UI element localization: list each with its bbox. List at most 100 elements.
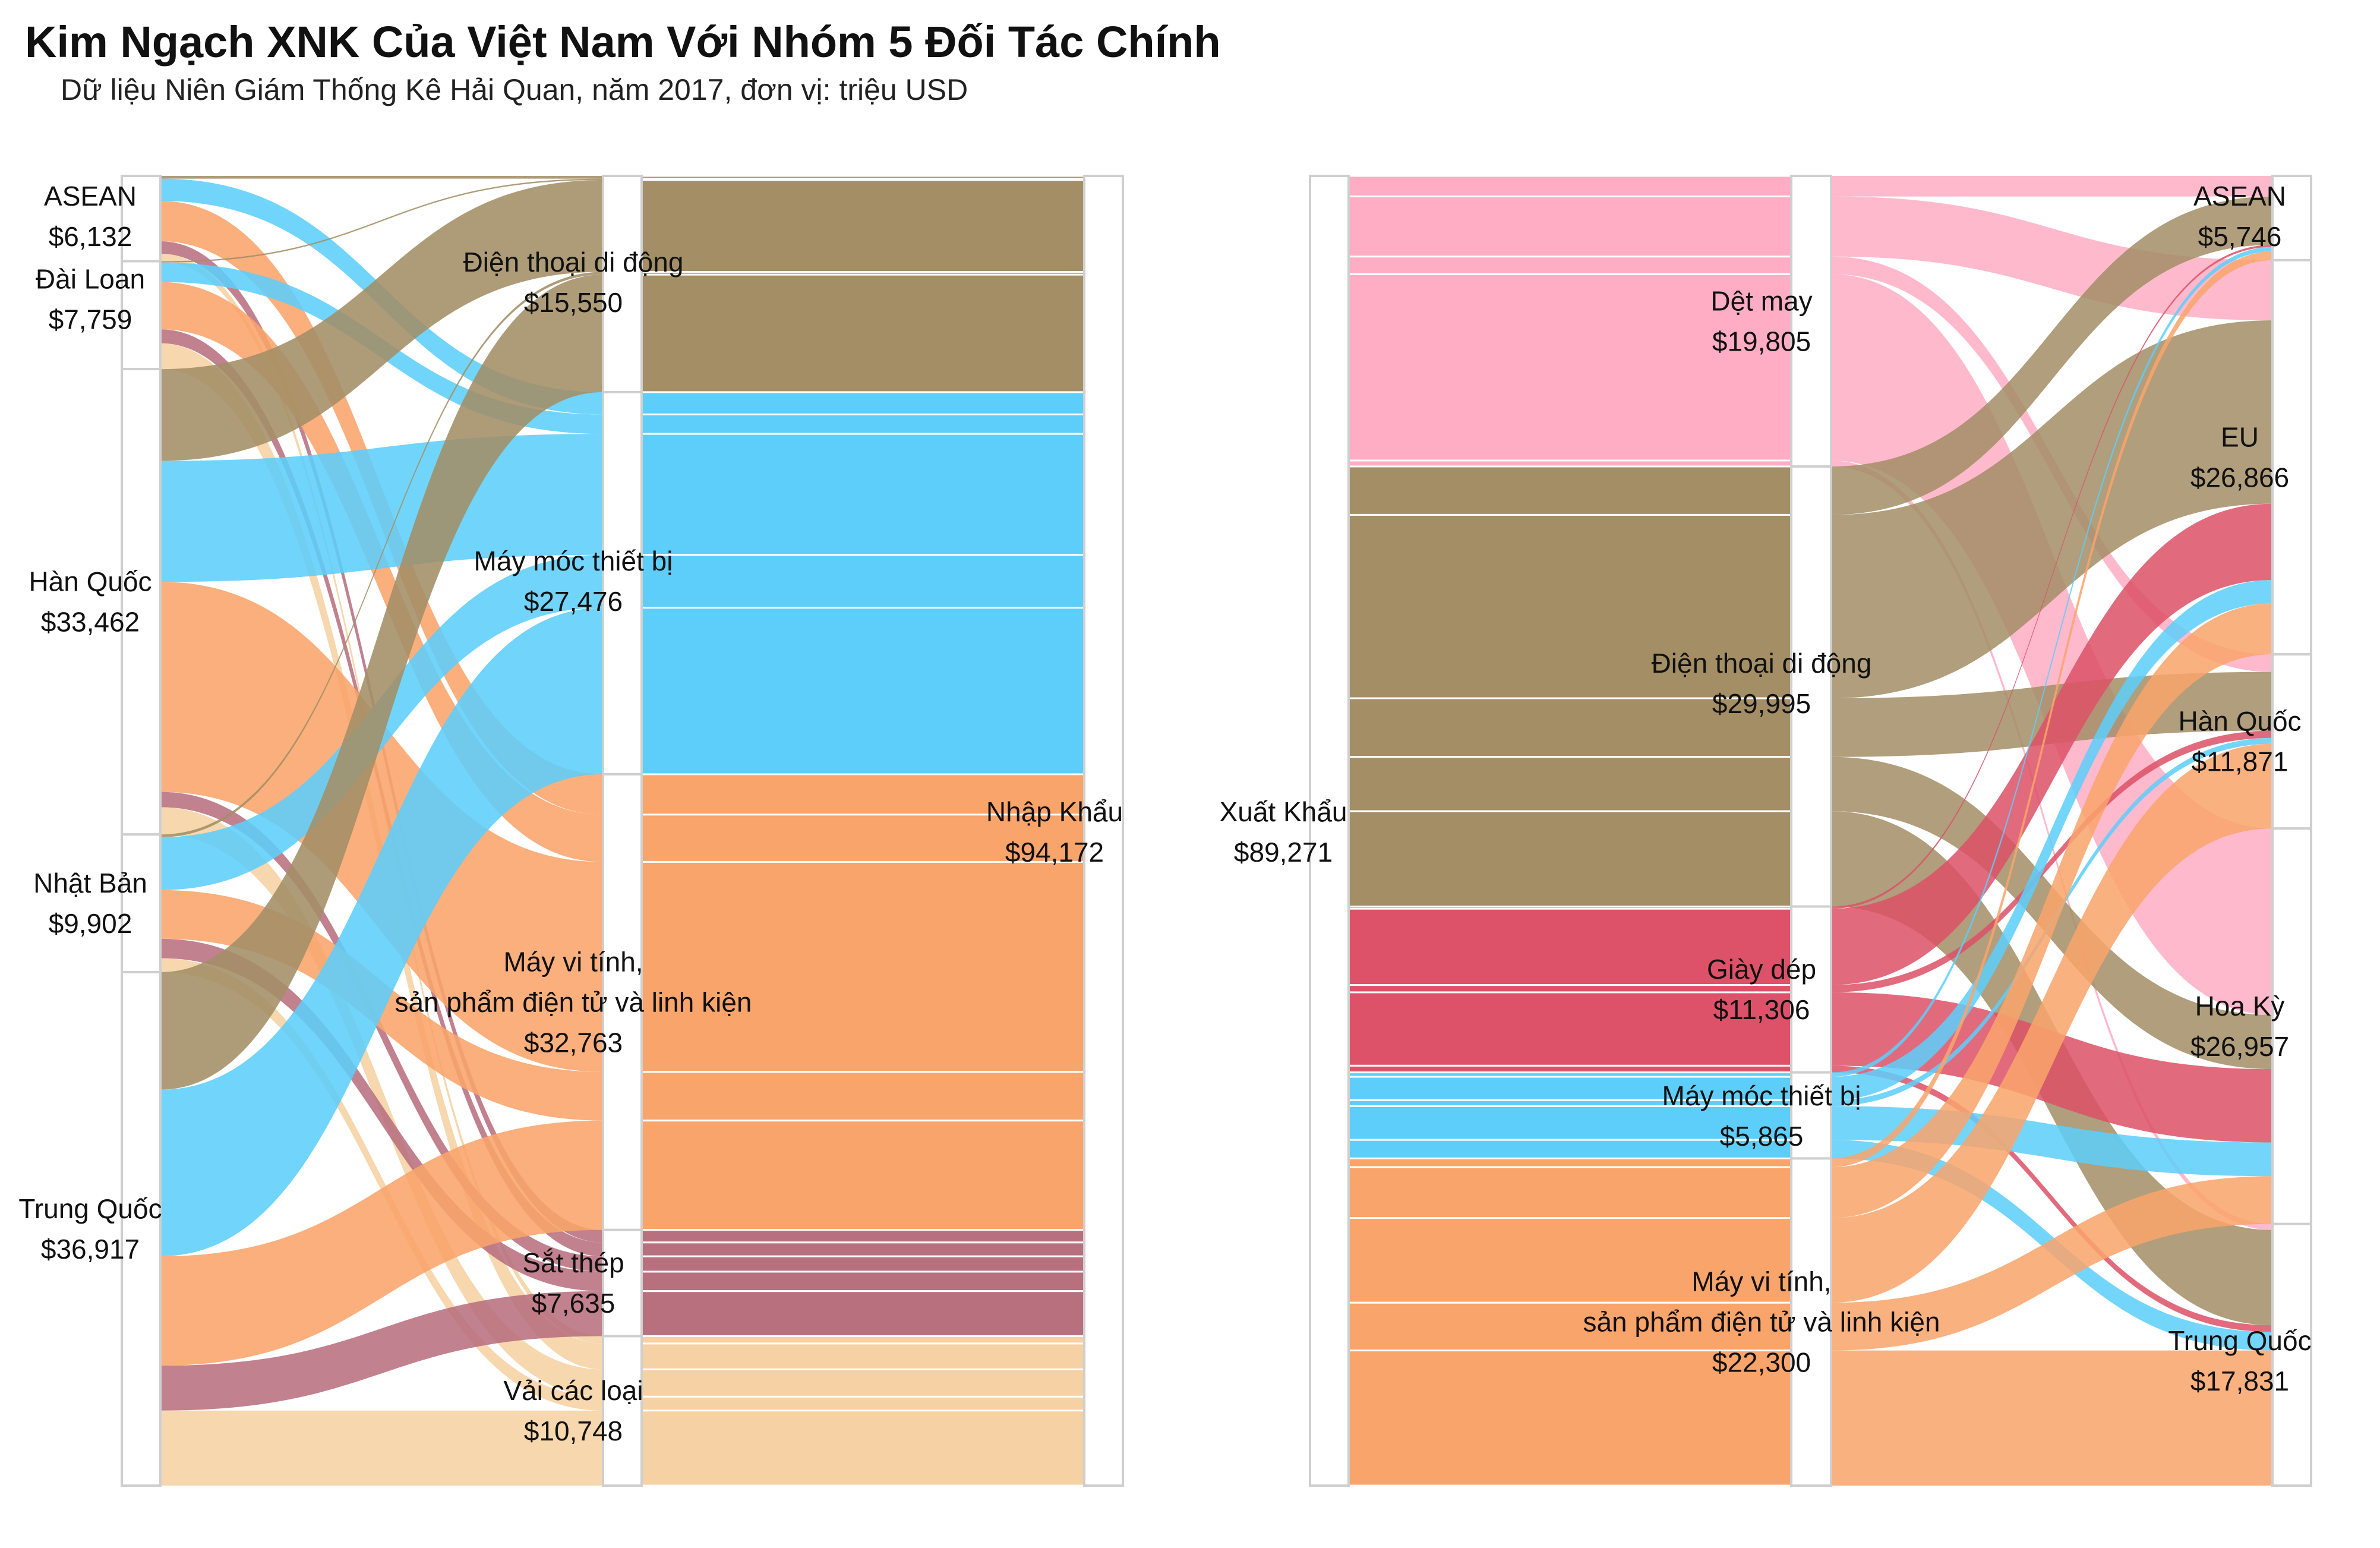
node-trung-quoc[interactable] [2271, 1222, 2312, 1487]
node-dien-thoai-di-dong[interactable] [602, 175, 643, 393]
flow-han-quoc-to-sat-thep[interactable] [160, 792, 603, 1272]
band-may-moc-thiet-bi-nhat-ban[interactable] [640, 554, 1085, 609]
flow-may-vi-tinh-san-pham-dien-tu-va-linh-kien-to-hoa-ky[interactable] [1831, 1176, 2272, 1351]
node-asean[interactable] [121, 175, 162, 263]
band-may-vi-tinh-san-pham-dien-tu-va-linh-kien-trung-quoc[interactable] [1347, 1350, 1792, 1487]
flow-giay-dep-to-trung-quoc[interactable] [1831, 1065, 2272, 1332]
band-det-may-asean[interactable] [1347, 175, 1792, 198]
flow-may-vi-tinh-san-pham-dien-tu-va-linh-kien-to-asean[interactable] [1831, 251, 2272, 1168]
band-dien-thoai-di-dong-trung-quoc[interactable] [640, 273, 1085, 393]
band-sat-thep-dai-loan[interactable] [640, 1241, 1085, 1257]
band-may-moc-thiet-bi-dai-loan[interactable] [640, 413, 1085, 435]
label-may-moc-thiet-bi-value: $5,865 [1720, 1121, 1804, 1152]
band-vai-cac-loai-dai-loan[interactable] [640, 1342, 1085, 1370]
band-dien-thoai-di-dong-asean[interactable] [1347, 465, 1792, 516]
node-sat-thep[interactable] [602, 1228, 643, 1338]
flow-trung-quoc-to-may-moc-thiet-bi[interactable] [160, 607, 603, 1257]
import-nodes [121, 175, 1124, 1487]
band-may-vi-tinh-san-pham-dien-tu-va-linh-kien-han-quoc[interactable] [1347, 1217, 1792, 1304]
flow-trung-quoc-to-sat-thep[interactable] [160, 1291, 603, 1411]
label-xuat-khau-value: $89,271 [1234, 837, 1333, 868]
band-giay-dep-han-quoc[interactable] [1347, 984, 1792, 994]
band-dien-thoai-di-dong-eu[interactable] [1347, 513, 1792, 699]
flow-trung-quoc-to-may-vi-tinh-san-pham-dien-tu-va-linh-kien[interactable] [160, 1120, 603, 1366]
band-may-moc-thiet-bi-han-quoc[interactable] [640, 433, 1085, 556]
node-nhap-khau[interactable] [1083, 175, 1124, 1487]
flow-trung-quoc-to-dien-thoai-di-dong[interactable] [160, 275, 603, 1090]
node-det-may[interactable] [1790, 175, 1832, 468]
node-hoa-ky[interactable] [2271, 827, 2312, 1225]
node-vai-cac-loai[interactable] [602, 1335, 643, 1487]
band-dien-thoai-di-dong-trung-quoc[interactable] [1347, 810, 1792, 908]
flow-trung-quoc-to-vai-cac-loai[interactable] [160, 1410, 603, 1486]
flow-may-vi-tinh-san-pham-dien-tu-va-linh-kien-to-trung-quoc[interactable] [1831, 1350, 2272, 1486]
band-may-moc-thiet-bi-asean[interactable] [640, 391, 1085, 415]
flow-may-vi-tinh-san-pham-dien-tu-va-linh-kien-to-han-quoc[interactable] [1831, 743, 2272, 1303]
flow-asean-to-dien-thoai-di-dong[interactable] [160, 176, 603, 179]
band-may-vi-tinh-san-pham-dien-tu-va-linh-kien-han-quoc[interactable] [640, 860, 1085, 1073]
node-nhat-ban[interactable] [121, 833, 162, 973]
node-may-vi-tinh-san-pham-dien-tu-va-linh-kien[interactable] [1790, 1157, 1832, 1487]
band-det-may-hoa-ky[interactable] [1347, 273, 1792, 462]
band-vai-cac-loai-nhat-ban[interactable] [640, 1395, 1085, 1412]
flow-giay-dep-to-eu[interactable] [1831, 503, 2272, 985]
band-sat-thep-han-quoc[interactable] [640, 1255, 1085, 1273]
band-sat-thep-nhat-ban[interactable] [640, 1270, 1085, 1292]
band-may-vi-tinh-san-pham-dien-tu-va-linh-kien-asean[interactable] [1347, 1157, 1792, 1168]
node-trung-quoc[interactable] [121, 970, 162, 1487]
label-may-vi-tinh-san-pham-dien-tu-va-linh-kien-value: $32,763 [524, 1027, 623, 1058]
band-may-vi-tinh-san-pham-dien-tu-va-linh-kien-eu[interactable] [1347, 1166, 1792, 1219]
node-may-moc-thiet-bi[interactable] [602, 390, 643, 775]
flow-dai-loan-to-dien-thoai-di-dong[interactable] [160, 178, 603, 263]
band-det-may-eu[interactable] [1347, 196, 1792, 258]
flow-han-quoc-to-dien-thoai-di-dong[interactable] [160, 180, 603, 461]
flow-may-moc-thiet-bi-to-asean[interactable] [1831, 247, 2272, 1077]
label-may-vi-tinh-san-pham-dien-tu-va-linh-kien-name: Máy vi tính, [1691, 1266, 1831, 1297]
band-may-moc-thiet-bi-eu[interactable] [1347, 1076, 1792, 1102]
label-dai-loan-value: $7,759 [49, 304, 132, 335]
node-giay-dep[interactable] [1790, 905, 1832, 1074]
band-sat-thep-asean[interactable] [640, 1229, 1085, 1244]
band-dien-thoai-di-dong-hoa-ky[interactable] [1347, 756, 1792, 812]
band-det-may-han-quoc[interactable] [1347, 256, 1792, 275]
node-han-quoc[interactable] [121, 368, 162, 836]
flow-giay-dep-to-asean[interactable] [1831, 245, 2272, 909]
node-may-vi-tinh-san-pham-dien-tu-va-linh-kien[interactable] [602, 773, 643, 1231]
band-giay-dep-eu[interactable] [1347, 907, 1792, 986]
band-may-moc-thiet-bi-trung-quoc[interactable] [640, 607, 1085, 775]
flow-han-quoc-to-may-moc-thiet-bi[interactable] [160, 434, 603, 582]
node-asean[interactable] [2271, 175, 2312, 261]
flow-han-quoc-to-vai-cac-loai[interactable] [160, 807, 603, 1397]
flow-dien-thoai-di-dong-to-eu[interactable] [1831, 320, 2272, 699]
label-xuat-khau-name: Xuất Khẩu [1220, 796, 1347, 827]
flow-dien-thoai-di-dong-to-asean[interactable] [1831, 196, 2272, 515]
flow-may-moc-thiet-bi-to-eu[interactable] [1831, 580, 2272, 1101]
flow-nhat-ban-to-vai-cac-loai[interactable] [160, 958, 603, 1411]
band-sat-thep-trung-quoc[interactable] [640, 1290, 1085, 1337]
node-dien-thoai-di-dong[interactable] [1790, 465, 1832, 908]
export-labels: Xuất Khẩu $89,271 Dệt may $19,805 Điện thoại… [1220, 181, 2312, 1396]
band-may-vi-tinh-san-pham-dien-tu-va-linh-kien-nhat-ban[interactable] [640, 1071, 1085, 1122]
flow-dai-loan-to-may-vi-tinh-san-pham-dien-tu-va-linh-kien[interactable] [160, 282, 603, 862]
band-dien-thoai-di-dong-han-quoc[interactable] [640, 179, 1085, 273]
flow-han-quoc-to-may-vi-tinh-san-pham-dien-tu-va-linh-kien[interactable] [160, 582, 603, 1072]
node-xuat-khau[interactable] [1309, 175, 1350, 1487]
flow-det-may-to-eu[interactable] [1831, 196, 2272, 321]
band-may-vi-tinh-san-pham-dien-tu-va-linh-kien-hoa-ky[interactable] [1347, 1301, 1792, 1352]
flow-may-vi-tinh-san-pham-dien-tu-va-linh-kien-to-eu[interactable] [1831, 603, 2272, 1218]
flow-nhat-ban-to-dien-thoai-di-dong[interactable] [160, 272, 603, 837]
node-han-quoc[interactable] [2271, 653, 2312, 830]
band-vai-cac-loai-trung-quoc[interactable] [640, 1410, 1085, 1487]
flow-det-may-to-asean[interactable] [1831, 176, 2272, 197]
band-may-vi-tinh-san-pham-dien-tu-va-linh-kien-trung-quoc[interactable] [640, 1120, 1085, 1231]
flow-giay-dep-to-han-quoc[interactable] [1831, 730, 2272, 992]
import-flows [160, 176, 603, 1486]
node-dai-loan[interactable] [121, 260, 162, 371]
node-eu[interactable] [2271, 258, 2312, 656]
label-vai-cac-loai-name: Vải các loại [503, 1375, 643, 1406]
band-vai-cac-loai-han-quoc[interactable] [640, 1368, 1085, 1398]
flow-nhat-ban-to-sat-thep[interactable] [160, 938, 603, 1291]
band-vai-cac-loai-asean[interactable] [640, 1335, 1085, 1345]
band-giay-dep-trung-quoc[interactable] [1347, 1064, 1792, 1074]
label-trung-quoc-value: $17,831 [2190, 1366, 2289, 1396]
